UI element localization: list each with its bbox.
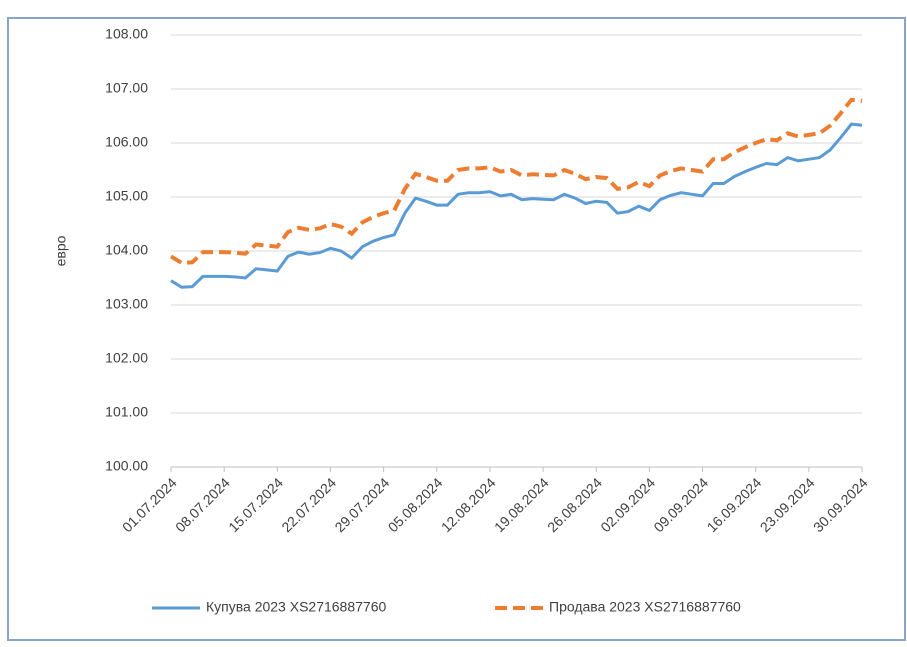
series-line xyxy=(169,97,863,265)
y-tick-label: 103.00 xyxy=(105,296,148,312)
y-tick-label: 104.00 xyxy=(105,242,148,258)
y-tick-label: 107.00 xyxy=(105,80,148,96)
y-tick-label: 100.00 xyxy=(105,458,148,474)
y-tick-label: 101.00 xyxy=(105,404,148,420)
series-line xyxy=(170,122,863,289)
chart-frame xyxy=(7,17,906,641)
legend-label: Продава 2023 XS2716887760 xyxy=(549,599,741,615)
y-tick-label: 105.00 xyxy=(105,188,148,204)
legend-label: Купува 2023 XS2716887760 xyxy=(206,599,386,615)
y-tick-label: 106.00 xyxy=(105,134,148,150)
y-tick-label: 108.00 xyxy=(105,26,148,42)
y-tick-label: 102.00 xyxy=(105,350,148,366)
y-axis-label: евро xyxy=(53,235,69,266)
